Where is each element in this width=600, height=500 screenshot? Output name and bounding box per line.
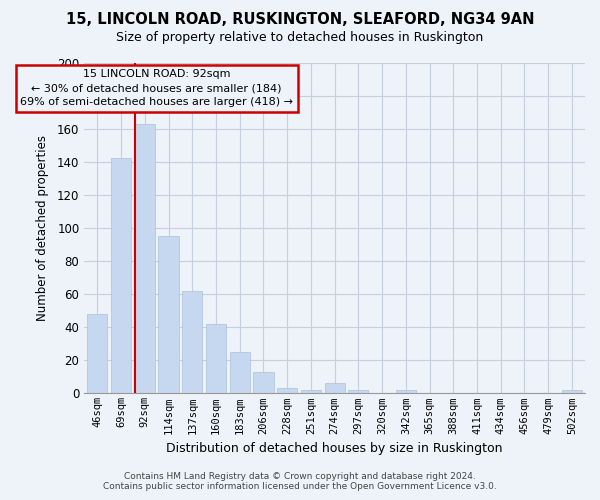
Text: 15, LINCOLN ROAD, RUSKINGTON, SLEAFORD, NG34 9AN: 15, LINCOLN ROAD, RUSKINGTON, SLEAFORD, … bbox=[66, 12, 534, 28]
Bar bbox=[111, 158, 131, 394]
Bar bbox=[206, 324, 226, 394]
Bar bbox=[301, 390, 321, 394]
Text: Contains HM Land Registry data © Crown copyright and database right 2024.
Contai: Contains HM Land Registry data © Crown c… bbox=[103, 472, 497, 491]
Bar bbox=[230, 352, 250, 394]
Bar bbox=[277, 388, 297, 394]
Y-axis label: Number of detached properties: Number of detached properties bbox=[36, 135, 49, 321]
Bar bbox=[158, 236, 179, 394]
Bar bbox=[182, 291, 202, 394]
Text: 15 LINCOLN ROAD: 92sqm
← 30% of detached houses are smaller (184)
69% of semi-de: 15 LINCOLN ROAD: 92sqm ← 30% of detached… bbox=[20, 69, 293, 107]
Bar bbox=[87, 314, 107, 394]
Text: Size of property relative to detached houses in Ruskington: Size of property relative to detached ho… bbox=[116, 31, 484, 44]
Bar bbox=[562, 390, 582, 394]
Bar bbox=[325, 384, 345, 394]
X-axis label: Distribution of detached houses by size in Ruskington: Distribution of detached houses by size … bbox=[166, 442, 503, 455]
Bar bbox=[396, 390, 416, 394]
Bar bbox=[348, 390, 368, 394]
Bar bbox=[253, 372, 274, 394]
Bar bbox=[135, 124, 155, 394]
